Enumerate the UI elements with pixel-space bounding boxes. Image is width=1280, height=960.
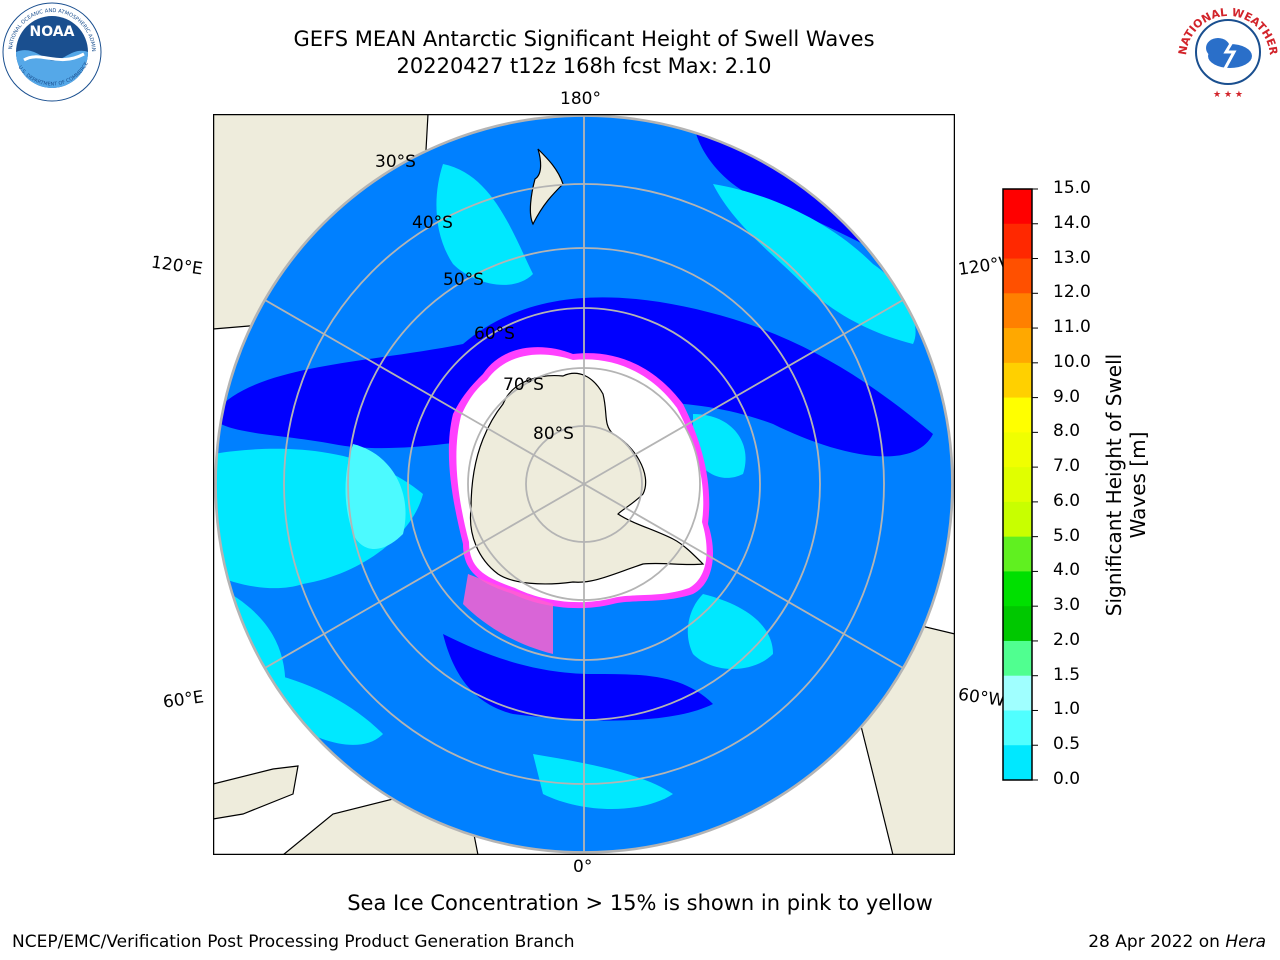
colorbar-tick-label: 10.0 — [1053, 351, 1091, 372]
colorbar-tick-label: 9.0 — [1053, 386, 1081, 407]
colorbar-tick-label: 4.0 — [1053, 560, 1081, 581]
colorbar-block — [1003, 223, 1032, 260]
colorbar — [1002, 188, 1038, 781]
colorbar-block — [1003, 710, 1032, 746]
nws-stars-icon: ★ ★ ★ — [1213, 90, 1243, 100]
swell-zone-high — [533, 754, 673, 809]
swell-zone-high — [436, 164, 533, 285]
colorbar-block — [1003, 606, 1032, 642]
swell-zone-high — [693, 414, 746, 478]
swell-zone-low — [443, 634, 713, 721]
colorbar-tick-label: 1.0 — [1053, 699, 1081, 720]
nws-logo: NATIONAL WEATHER SERVICE ★ ★ ★ — [1178, 2, 1278, 100]
land-antarctica — [469, 372, 705, 585]
colorbar-tick-label: 8.0 — [1053, 421, 1081, 442]
colorbar-block — [1003, 536, 1032, 572]
colorbar-tick-label: 0.5 — [1053, 734, 1081, 755]
swell-zone-high — [713, 184, 916, 344]
footer-host: Hera — [1225, 932, 1266, 952]
footer-credit: NCEP/EMC/Verification Post Processing Pr… — [12, 932, 575, 952]
colorbar-block — [1003, 397, 1032, 433]
colorbar-block — [1003, 362, 1032, 399]
colorbar-tick-label: 7.0 — [1053, 456, 1081, 477]
lon-label-60e: 60°E — [161, 687, 206, 713]
colorbar-tick-label: 0.0 — [1053, 769, 1081, 789]
colorbar-tick-label: 13.0 — [1053, 247, 1091, 268]
chart-title: GEFS MEAN Antarctic Significant Height o… — [293, 27, 875, 51]
chart-subtitle: 20220427 t12z 168h fcst Max: 2.10 — [396, 54, 772, 78]
polar-map — [213, 114, 955, 855]
footer-date: 28 Apr 2022 on Hera — [1088, 932, 1266, 952]
lat-label-60s: 60°S — [474, 324, 515, 344]
lon-label-120e: 120°E — [149, 252, 204, 280]
colorbar-label-line2: Waves [m] — [1126, 431, 1150, 539]
land-madagascar — [213, 765, 299, 820]
colorbar-block — [1003, 675, 1032, 711]
lon-label-0: 0° — [573, 857, 593, 877]
colorbar-tick-label: 11.0 — [1053, 317, 1091, 338]
lat-label-80s: 80°S — [533, 424, 574, 444]
colorbar-tick-label: 12.0 — [1053, 282, 1091, 303]
lat-label-50s: 50°S — [443, 270, 484, 290]
lat-label-70s: 70°S — [503, 375, 544, 395]
swell-zone-high — [345, 444, 406, 549]
colorbar-block — [1003, 328, 1032, 364]
colorbar-block — [1003, 640, 1032, 677]
colorbar-block — [1003, 571, 1032, 607]
colorbar-tick-label: 1.5 — [1053, 664, 1081, 685]
colorbar-block — [1003, 293, 1032, 329]
noaa-logo: NOAA NATIONAL OCEANIC AND ATMOSPHERIC AD… — [2, 2, 102, 102]
colorbar-tick-label: 14.0 — [1053, 212, 1091, 233]
sea-ice-region — [463, 574, 553, 654]
colorbar-block — [1003, 745, 1032, 781]
colorbar-tick-label: 15.0 — [1053, 178, 1091, 198]
ice-note: Sea Ice Concentration > 15% is shown in … — [347, 891, 933, 915]
colorbar-label-line1: Significant Height of Swell — [1102, 353, 1126, 617]
colorbar-block — [1003, 467, 1032, 503]
colorbar-tick-label: 6.0 — [1053, 490, 1081, 511]
colorbar-tick-label: 5.0 — [1053, 525, 1081, 546]
colorbar-block — [1003, 189, 1032, 225]
colorbar-tick-label: 3.0 — [1053, 595, 1081, 616]
lon-label-180: 180° — [560, 89, 601, 109]
noaa-text: NOAA — [30, 24, 75, 40]
footer-date-text: 28 Apr 2022 on — [1088, 932, 1220, 952]
lon-label-60w: 60°W — [956, 684, 1007, 712]
colorbar-tick-label: 2.0 — [1053, 629, 1081, 650]
colorbar-block — [1003, 501, 1032, 538]
lat-label-40s: 40°S — [412, 213, 453, 233]
lat-label-30s: 30°S — [375, 152, 416, 172]
colorbar-block — [1003, 258, 1032, 294]
colorbar-block — [1003, 432, 1032, 468]
